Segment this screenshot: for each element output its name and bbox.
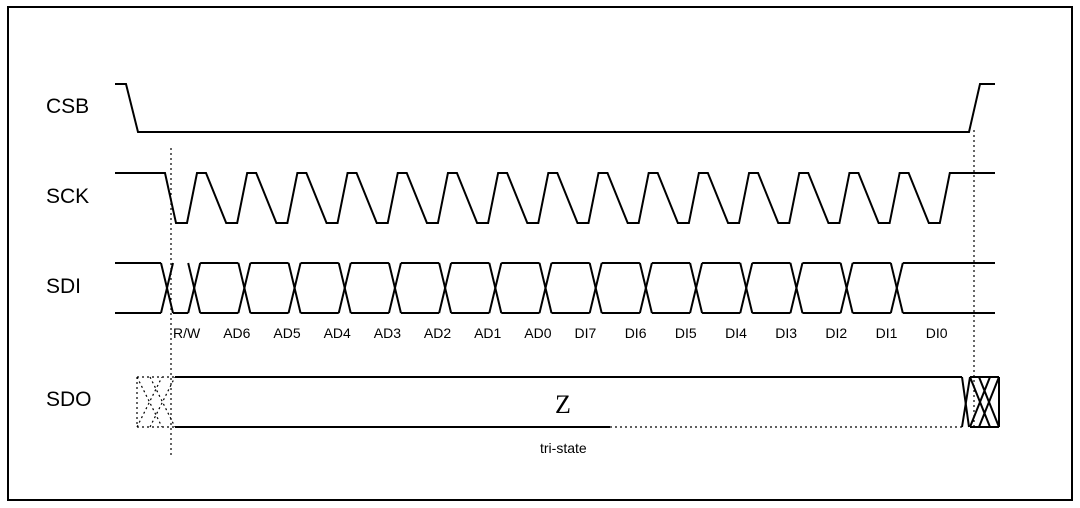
sdo-leading-dont-care (136, 376, 176, 428)
sdi-bit-label: AD0 (524, 325, 551, 341)
sdi-bit-label: DI2 (825, 325, 847, 341)
sdi-bit-label: AD3 (374, 325, 401, 341)
sdo-waveform: Z tri-state (136, 376, 1000, 456)
sdi-bit-label: AD5 (273, 325, 300, 341)
sdi-bit-label: DI3 (775, 325, 797, 341)
sdi-label: SDI (46, 275, 81, 298)
sdo-state-label: Z (555, 390, 571, 419)
sdo-trailing-transition (961, 376, 1000, 428)
sdi-bit-label: DI6 (625, 325, 647, 341)
sdi-bit-labels: R/W AD6 AD5 AD4 AD3 AD2 AD1 AD0 DI7 DI6 DI5 DI4 DI3 D… (173, 325, 948, 341)
sdi-bit-label: DI0 (926, 325, 948, 341)
sdi-bit-label: AD6 (223, 325, 250, 341)
sck-waveform (115, 172, 995, 224)
sdi-bit-label: DI7 (575, 325, 597, 341)
csb-waveform (115, 83, 995, 133)
diagram-frame (7, 6, 1073, 501)
sdo-caption: tri-state (540, 440, 587, 456)
sdi-waveform (115, 262, 995, 314)
sdi-bit-label: AD2 (424, 325, 451, 341)
sdi-bit-label: AD1 (474, 325, 501, 341)
sdi-bit-label: DI1 (876, 325, 898, 341)
sdi-bit-label: R/W (173, 325, 201, 341)
sck-label: SCK (46, 185, 89, 208)
sdi-bit-label: DI5 (675, 325, 697, 341)
sdo-label: SDO (46, 388, 92, 411)
sdi-bit-label: DI4 (725, 325, 747, 341)
csb-label: CSB (46, 95, 89, 118)
sdi-bit-label: AD4 (324, 325, 351, 341)
